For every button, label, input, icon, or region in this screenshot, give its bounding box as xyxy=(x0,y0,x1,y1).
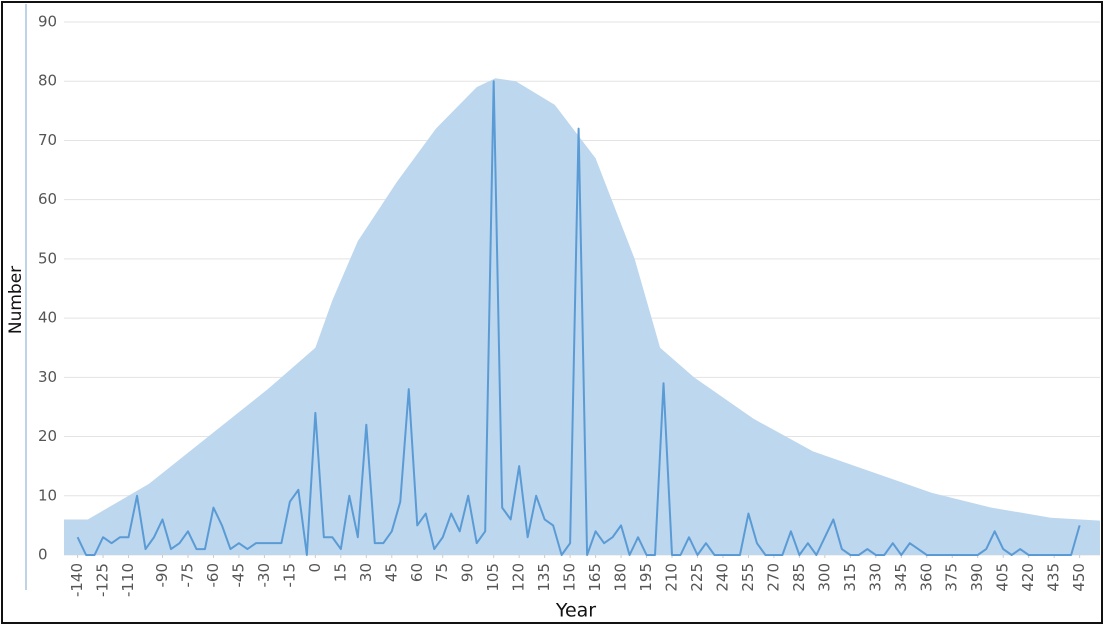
x-axis-title: Year xyxy=(555,600,596,622)
y-tick-label: 20 xyxy=(38,427,57,445)
x-tick-label: 0 xyxy=(306,563,324,573)
x-tick-label: 75 xyxy=(433,563,451,582)
x-tick-label: 405 xyxy=(994,563,1012,592)
y-tick-label: 10 xyxy=(38,486,57,504)
y-tick-label: 0 xyxy=(38,546,48,564)
y-tick-label: 30 xyxy=(38,368,57,386)
x-tick-label: 15 xyxy=(331,563,349,582)
x-tick-label: 30 xyxy=(357,563,375,582)
x-tick-label: 150 xyxy=(561,563,579,592)
y-axis-title: Number xyxy=(6,266,26,334)
x-tick-label: 120 xyxy=(510,563,528,592)
x-tick-label: -75 xyxy=(178,563,196,588)
x-tick-label: 180 xyxy=(612,563,630,592)
y-tick-label: 50 xyxy=(38,249,57,267)
x-tick-label: 210 xyxy=(663,563,681,592)
y-tick-label: 70 xyxy=(38,131,57,149)
x-tick-label: 195 xyxy=(637,563,655,592)
x-tick-label: 390 xyxy=(968,563,986,592)
x-tick-label: 315 xyxy=(841,563,859,592)
x-tick-label: -90 xyxy=(153,563,171,588)
x-tick-label: 255 xyxy=(739,563,757,592)
line xyxy=(76,80,1081,556)
y-tick-label: 60 xyxy=(38,190,57,208)
x-tick-label: 420 xyxy=(1019,563,1037,592)
x-tick-label: -45 xyxy=(229,563,247,588)
x-tick-label: 375 xyxy=(943,563,961,592)
x-tick-label: 90 xyxy=(459,563,477,582)
y-tick-label: 40 xyxy=(38,309,57,327)
x-tick-label: 345 xyxy=(892,563,910,592)
x-tick-label: 225 xyxy=(688,563,706,592)
x-tick-label: 165 xyxy=(586,563,604,592)
x-tick-label: -140 xyxy=(68,563,86,597)
y-tick-label: 90 xyxy=(38,13,57,31)
x-tick-label: -110 xyxy=(119,563,137,597)
x-tick-label: 285 xyxy=(790,563,808,592)
y-tick-label: 80 xyxy=(38,72,57,90)
x-tick-label: -30 xyxy=(255,563,273,588)
x-tick-label: 330 xyxy=(866,563,884,592)
x-tick-label: 360 xyxy=(917,563,935,592)
x-tick-label: 135 xyxy=(535,563,553,592)
x-tick-label: -60 xyxy=(204,563,222,588)
x-tick-label: 105 xyxy=(484,563,502,592)
x-tick-label: 450 xyxy=(1070,563,1088,592)
x-tick-label: 270 xyxy=(764,563,782,592)
x-tick-label: 45 xyxy=(382,563,400,582)
x-tick-label: 435 xyxy=(1045,563,1063,592)
x-tick-label: 300 xyxy=(815,563,833,592)
x-tick-label: -125 xyxy=(94,563,112,597)
x-tick-label: 240 xyxy=(713,563,731,592)
x-tick-label: -15 xyxy=(280,563,298,588)
x-tick-label: 60 xyxy=(408,563,426,582)
